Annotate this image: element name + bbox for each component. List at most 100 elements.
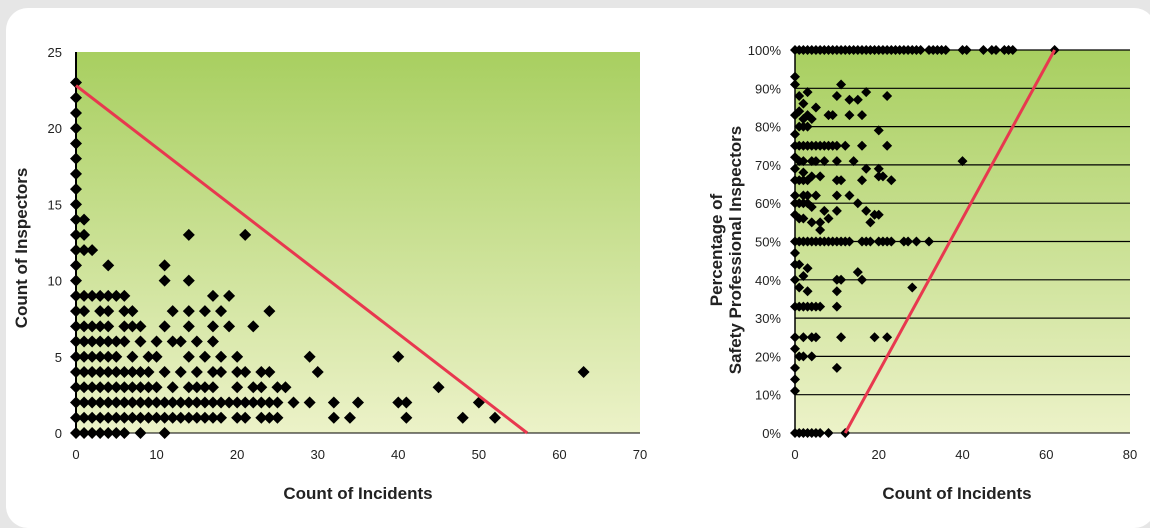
data-point [907, 282, 918, 293]
data-point [78, 427, 91, 439]
data-point [802, 175, 813, 186]
data-point [794, 90, 805, 101]
y-tick-label: 25 [48, 45, 62, 60]
data-point [142, 350, 155, 363]
x-tick-label: 0 [72, 447, 79, 462]
data-point [182, 381, 195, 394]
data-point [78, 396, 91, 409]
data-point [857, 140, 867, 151]
data-point [798, 213, 809, 224]
data-point [802, 121, 813, 132]
data-point [94, 381, 107, 394]
data-point [231, 366, 244, 379]
data-point [198, 381, 211, 394]
data-point [857, 110, 867, 121]
data-point [94, 427, 107, 439]
x-tick-label: 20 [872, 447, 886, 462]
data-point [790, 374, 800, 385]
data-point [102, 381, 115, 394]
data-point [873, 125, 884, 136]
data-point [78, 381, 91, 394]
data-point [190, 366, 203, 379]
data-point [86, 411, 99, 424]
data-point [110, 350, 123, 363]
data-point [255, 381, 268, 394]
data-point [798, 156, 809, 167]
data-point [815, 428, 826, 438]
data-point [255, 366, 268, 379]
chart-left: 0 10 20 30 40 50 60 70 0 5 10 15 20 25 Count of Inci… [12, 45, 647, 503]
y-tick-label: 0% [762, 426, 781, 441]
data-point [802, 190, 813, 201]
data-point [287, 396, 300, 409]
data-point [142, 381, 155, 394]
data-point [852, 94, 863, 105]
data-point [78, 366, 91, 379]
data-point [78, 305, 91, 318]
data-point [118, 366, 131, 379]
data-point [790, 274, 800, 285]
data-point [239, 411, 252, 424]
data-point [815, 217, 826, 228]
data-point [78, 411, 91, 424]
data-point [102, 335, 115, 348]
y-tick-label: 70% [755, 158, 781, 173]
data-point [102, 427, 115, 439]
data-point [815, 171, 826, 182]
data-point [903, 236, 914, 247]
data-point [231, 396, 244, 409]
data-point [886, 236, 897, 247]
data-point [852, 267, 863, 278]
data-point [831, 362, 842, 373]
data-point [392, 350, 405, 363]
data-point [102, 289, 115, 302]
data-point [102, 305, 115, 318]
data-point [102, 396, 115, 409]
data-point [206, 411, 219, 424]
data-point [215, 396, 228, 409]
data-point [1007, 45, 1018, 55]
data-point [831, 286, 842, 297]
data-point [263, 305, 276, 318]
y-axis-title-right-line-1: Percentage of [707, 193, 726, 306]
data-point [215, 366, 228, 379]
data-point [432, 381, 445, 394]
data-point [86, 396, 99, 409]
data-point [86, 320, 99, 333]
data-point [231, 381, 244, 394]
data-point [102, 259, 115, 272]
data-point [118, 289, 131, 302]
data-point [961, 45, 972, 55]
data-point [831, 205, 842, 216]
y-tick-label: 0 [55, 426, 62, 441]
data-point [869, 332, 880, 343]
data-points-left [70, 76, 590, 439]
data-point [102, 320, 115, 333]
data-point [94, 335, 107, 348]
data-point [810, 332, 821, 343]
data-point [118, 320, 131, 333]
data-point [239, 228, 252, 241]
data-point [126, 366, 139, 379]
data-point [190, 411, 203, 424]
data-point [794, 282, 805, 293]
data-point [150, 396, 163, 409]
data-point [70, 228, 82, 241]
chart-right: 0 20 40 60 80 0% 10% 20% 30% 40% 50% 60% 70% 80% 90% 1… [707, 43, 1137, 503]
data-point [134, 411, 147, 424]
data-point [70, 396, 82, 409]
data-point [456, 411, 469, 424]
data-point [957, 156, 968, 167]
data-point [182, 274, 195, 287]
data-point [190, 381, 203, 394]
data-point [215, 350, 228, 363]
data-point [118, 427, 131, 439]
data-point [118, 381, 131, 394]
data-point [70, 198, 82, 211]
data-point [882, 90, 893, 101]
data-point [255, 411, 268, 424]
data-point [343, 411, 356, 424]
data-point [263, 411, 276, 424]
data-point [70, 289, 82, 302]
y-tick-label: 50% [755, 235, 781, 250]
